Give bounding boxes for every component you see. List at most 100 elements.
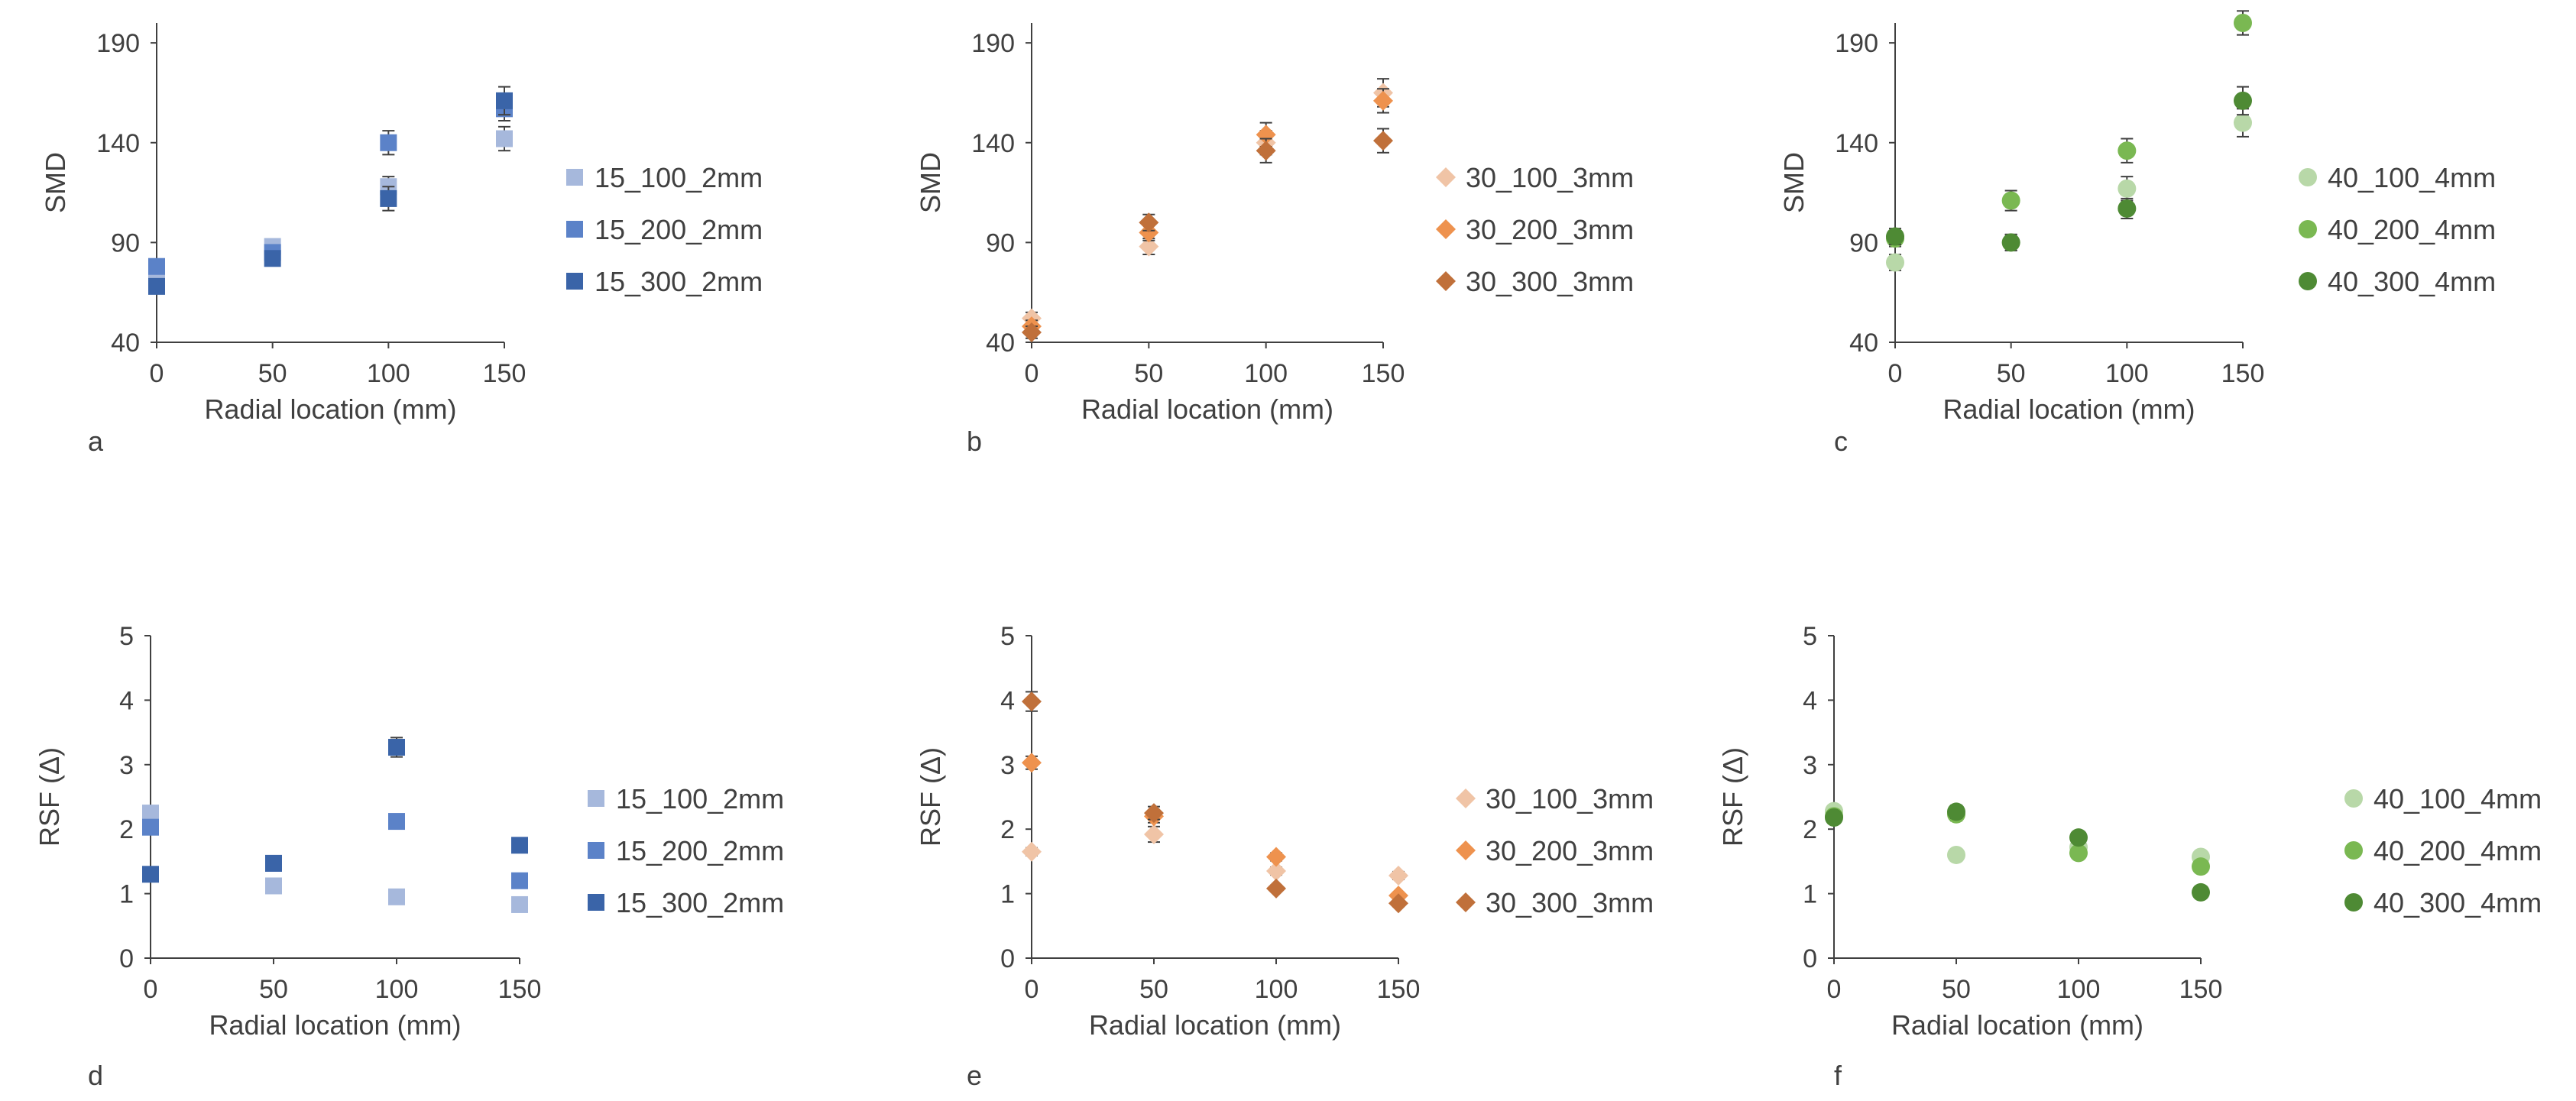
y-axis-title: SMD [1778, 152, 1810, 213]
y-axis-title: SMD [915, 152, 946, 213]
data-point [1825, 808, 1843, 827]
legend-marker [566, 221, 583, 238]
legend-marker [2344, 789, 2363, 808]
x-tick-label: 50 [1139, 975, 1168, 1004]
x-tick-label: 150 [498, 975, 542, 1004]
x-tick-label: 50 [1942, 975, 1971, 1004]
data-point [148, 277, 165, 295]
legend-label: 40_200_4mm [2373, 835, 2542, 866]
data-point [1388, 893, 1408, 914]
x-tick-label: 0 [1827, 975, 1842, 1004]
data-point [1144, 824, 1164, 844]
data-point [1256, 141, 1276, 161]
y-tick-label: 0 [1803, 944, 1817, 973]
panel-letter: d [88, 1060, 103, 1091]
data-point [388, 813, 405, 831]
legend-marker [1436, 219, 1456, 239]
y-tick-label: 3 [119, 751, 134, 780]
y-tick-label: 3 [1000, 751, 1015, 780]
legend-marker [588, 842, 604, 859]
data-point [388, 888, 405, 905]
x-tick-label: 100 [1244, 359, 1288, 388]
legend-marker [1456, 789, 1476, 808]
legend-marker [588, 894, 604, 911]
y-tick-label: 140 [96, 129, 140, 158]
y-tick-label: 4 [1000, 686, 1015, 715]
y-axis-title: RSF (Δ) [34, 747, 65, 847]
x-tick-label: 150 [2179, 975, 2223, 1004]
x-tick-label: 0 [1888, 359, 1903, 388]
legend-marker [2299, 220, 2317, 238]
y-tick-label: 4 [119, 686, 134, 715]
legend-marker [2299, 168, 2317, 186]
data-point [1022, 691, 1042, 712]
data-point [1139, 212, 1159, 233]
data-point [380, 189, 397, 207]
data-point [2192, 882, 2210, 902]
y-tick-label: 5 [119, 622, 134, 651]
panel-letter: b [967, 426, 982, 457]
y-tick-label: 0 [1000, 944, 1015, 973]
legend-label: 15_200_2mm [595, 214, 763, 245]
x-tick-label: 0 [1025, 359, 1039, 388]
data-point [142, 805, 159, 822]
data-point [496, 92, 513, 109]
y-tick-label: 1 [1000, 880, 1015, 909]
data-point [1266, 847, 1286, 867]
panel-letter: f [1834, 1060, 1842, 1091]
legend-label: 30_200_3mm [1486, 835, 1654, 866]
y-axis-title: SMD [40, 152, 71, 213]
y-tick-label: 5 [1803, 622, 1817, 651]
legend-marker [1456, 840, 1476, 860]
y-tick-label: 90 [986, 228, 1015, 257]
data-point [142, 818, 159, 836]
data-point [2192, 857, 2210, 876]
x-axis-title: Radial location (mm) [1891, 1009, 2143, 1041]
legend-label: 30_300_3mm [1486, 887, 1654, 918]
x-tick-label: 150 [2221, 359, 2265, 388]
legend-marker [566, 169, 583, 186]
x-axis-title: Radial location (mm) [1089, 1009, 1341, 1041]
y-tick-label: 40 [111, 329, 140, 358]
legend-marker [1436, 167, 1456, 187]
data-point [1266, 878, 1286, 899]
legend-label: 15_300_2mm [616, 887, 784, 918]
data-point [2234, 91, 2252, 110]
data-point [1022, 841, 1042, 862]
x-tick-label: 50 [1134, 359, 1163, 388]
legend-label: 40_100_4mm [2373, 783, 2542, 814]
y-tick-label: 190 [1835, 29, 1878, 58]
legend-marker [588, 790, 604, 807]
data-point [2069, 844, 2088, 863]
x-tick-label: 150 [1377, 975, 1421, 1004]
legend-label: 15_200_2mm [616, 835, 784, 866]
y-tick-label: 90 [1849, 228, 1878, 257]
data-point [511, 872, 528, 889]
data-point [265, 854, 282, 872]
data-point [2001, 233, 2020, 252]
data-point [388, 739, 405, 756]
y-tick-label: 1 [119, 880, 134, 909]
x-tick-label: 100 [367, 359, 410, 388]
data-point [1139, 222, 1159, 243]
data-point [1886, 227, 1904, 246]
data-point [142, 866, 159, 883]
data-point [511, 837, 528, 854]
x-tick-label: 100 [2057, 975, 2101, 1004]
x-axis-title: Radial location (mm) [204, 393, 456, 425]
y-tick-label: 2 [1000, 815, 1015, 844]
legend-label: 30_100_3mm [1486, 783, 1654, 814]
legend-label: 30_200_3mm [1466, 214, 1634, 245]
data-point [1022, 753, 1042, 773]
legend-marker [1436, 271, 1456, 291]
legend-marker [2344, 893, 2363, 912]
data-point [496, 130, 513, 147]
x-tick-label: 100 [375, 975, 419, 1004]
data-point [2118, 199, 2137, 218]
data-point [148, 257, 165, 275]
panel-letter: a [88, 426, 104, 457]
x-axis-title: Radial location (mm) [209, 1009, 461, 1041]
